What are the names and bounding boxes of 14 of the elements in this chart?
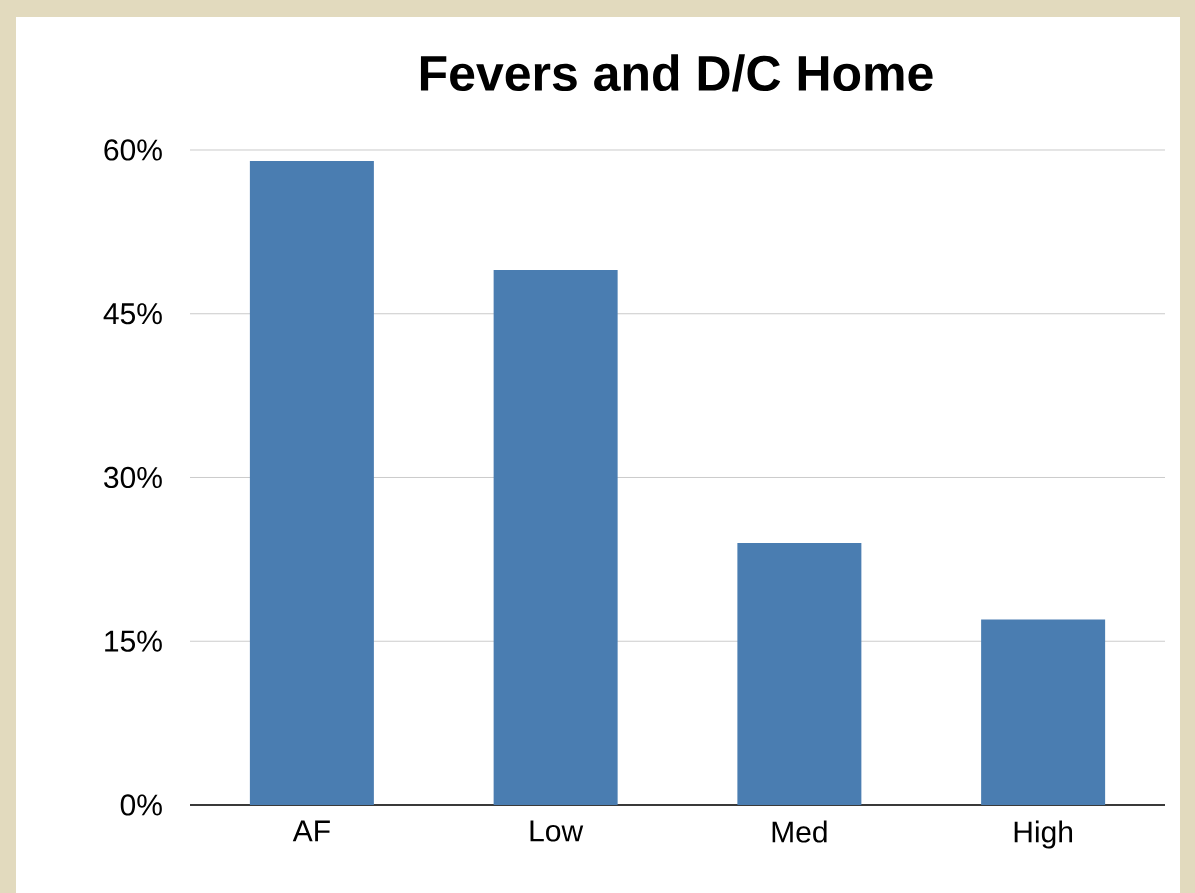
chart-title: Fevers and D/C Home — [420, 54, 933, 92]
y-tick-label: 60% — [104, 139, 162, 161]
bar — [493, 270, 618, 805]
y-tick-label: 30% — [104, 466, 162, 489]
bar — [249, 160, 374, 805]
y-tick-label: 0% — [120, 794, 162, 816]
y-tick-label: 45% — [103, 303, 162, 325]
x-tick-label: Med — [772, 820, 827, 843]
x-tick-label: High — [1014, 820, 1073, 849]
x-tick-label: Low — [530, 820, 584, 842]
y-tick-label: 15% — [105, 630, 162, 652]
x-tick-label: AF — [292, 820, 330, 842]
bar — [981, 619, 1106, 805]
bar — [737, 542, 862, 805]
